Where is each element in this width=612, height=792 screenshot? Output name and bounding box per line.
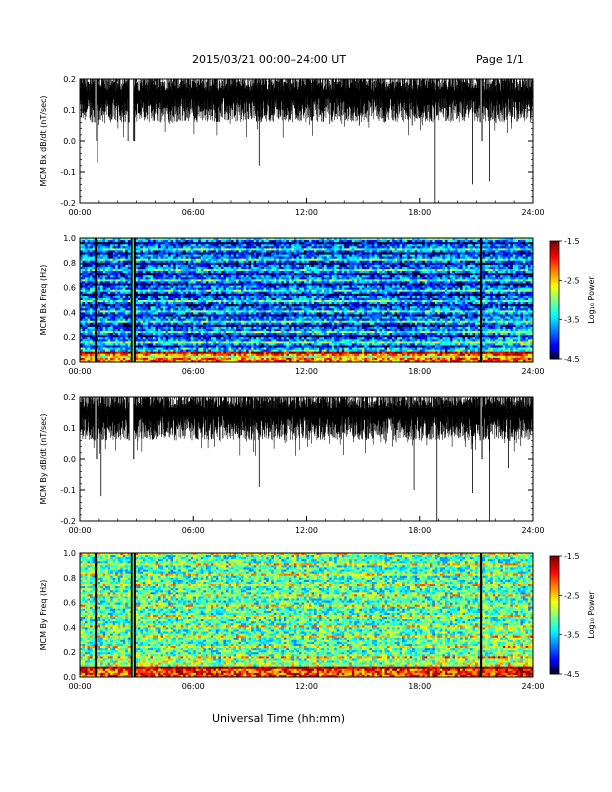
y-tick-label: 0.8 [63,259,76,268]
y-tick-label: 0.0 [63,455,76,464]
y-tick-label: -0.2 [60,517,76,526]
colorbar-tick-label: -3.5 [564,631,580,640]
colorbar-tick-label: -1.5 [564,237,580,246]
y-tick-label: 0.8 [63,574,76,583]
colorbar-label: Log₁₀ Power [587,276,596,324]
colorbar-tick-label: -3.5 [564,316,580,325]
y-tick-label: 0.1 [63,106,76,115]
x-tick-label: 06:00 [182,367,205,376]
colorbar-tick-label: -2.5 [564,276,580,285]
panel-frame-top [79,237,534,363]
x-tick-label: 18:00 [408,208,431,217]
y-tick-label: -0.1 [60,486,76,495]
x-tick-label: 12:00 [295,208,318,217]
colorbar-tick-label: -1.5 [564,552,580,561]
page-number: Page 1/1 [476,53,524,66]
spectrogram-cells [80,553,534,678]
date-range-title: 2015/03/21 00:00–24:00 UT [192,53,346,66]
x-tick-label: 18:00 [408,526,431,535]
x-tick-label: 12:00 [295,526,318,535]
spectrogram-cells [80,238,534,363]
colorbar-frame [549,240,560,360]
y-tick-label: 0.6 [63,284,76,293]
y-tick-label: 0.2 [63,333,76,342]
y-tick-label: -0.1 [60,168,76,177]
colorbar: -1.5 -2.5 -3.5 -4.5 Log₁₀ Power [549,237,596,364]
y-tick-label: 0.2 [63,75,76,84]
y-tick-label: 0.2 [63,648,76,657]
x-axis-title: Universal Time (hh:mm) [212,712,345,725]
panel-frame-top [79,552,534,678]
x-tick-label: 24:00 [521,682,544,691]
data-gap [129,79,134,203]
panel-3: 0.2 0.1 0.0 -0.1 -0.200:00 06:00 12:00 18:00 24:… [39,393,545,535]
y-tick-label: 0.6 [63,599,76,608]
x-tick-label: 00:00 [68,526,91,535]
y-tick-label: 0.4 [63,308,76,317]
x-tick-label: 06:00 [182,208,205,217]
y-tick-label: 0.0 [63,673,76,682]
y-tick-label: 1.0 [63,549,76,558]
y-tick-label: 0.2 [63,393,76,402]
panel-4: 1.0 0.8 0.6 0.4 0.2 0.000:00 06:00 12:00 18:00 24… [39,549,596,691]
panel-frame-top [79,78,534,204]
colorbar-tick-label: -4.5 [564,355,580,364]
x-tick-label: 06:00 [182,526,205,535]
y-axis-label: MCM Bx Freq (Hz) [39,265,48,336]
colorbar: -1.5 -2.5 -3.5 -4.5 Log₁₀ Power [549,552,596,679]
x-tick-label: 18:00 [408,682,431,691]
colorbar-tick-label: -2.5 [564,591,580,600]
panel-frame-top [79,396,534,522]
x-tick-label: 18:00 [408,367,431,376]
colorbar-tick-label: -4.5 [564,670,580,679]
y-tick-label: 0.0 [63,137,76,146]
y-axis-label: MCM Bx dB/dt (nT/sec) [39,95,48,186]
x-tick-label: 00:00 [68,367,91,376]
y-tick-label: 1.0 [63,234,76,243]
trace-mcm-by-db-dt [80,397,533,456]
panel-2: 1.0 0.8 0.6 0.4 0.2 0.000:00 06:00 12:00 18:00 24… [39,234,596,376]
x-tick-label: 24:00 [521,208,544,217]
y-tick-label: 0.1 [63,424,76,433]
data-gap [480,397,483,521]
x-tick-label: 00:00 [68,682,91,691]
x-tick-label: 24:00 [521,367,544,376]
data-gap [129,397,134,521]
x-tick-label: 12:00 [295,367,318,376]
data-gap [95,79,97,203]
x-tick-label: 24:00 [521,526,544,535]
y-tick-label: 0.0 [63,358,76,367]
trace-mcm-bx-db-dt [80,79,533,138]
x-tick-label: 06:00 [182,682,205,691]
y-axis-label: MCM By Freq (Hz) [39,580,48,651]
y-tick-label: -0.2 [60,199,76,208]
y-axis-label: MCM By dB/dt (nT/sec) [39,413,48,504]
data-gap [480,79,483,203]
data-gap [95,397,97,521]
y-tick-label: 0.4 [63,623,76,632]
x-tick-label: 12:00 [295,682,318,691]
panel-1: 0.2 0.1 0.0 -0.1 -0.200:00 06:00 12:00 18:00 24:… [39,75,545,217]
colorbar-frame [549,555,560,675]
colorbar-label: Log₁₀ Power [587,591,596,639]
x-tick-label: 00:00 [68,208,91,217]
